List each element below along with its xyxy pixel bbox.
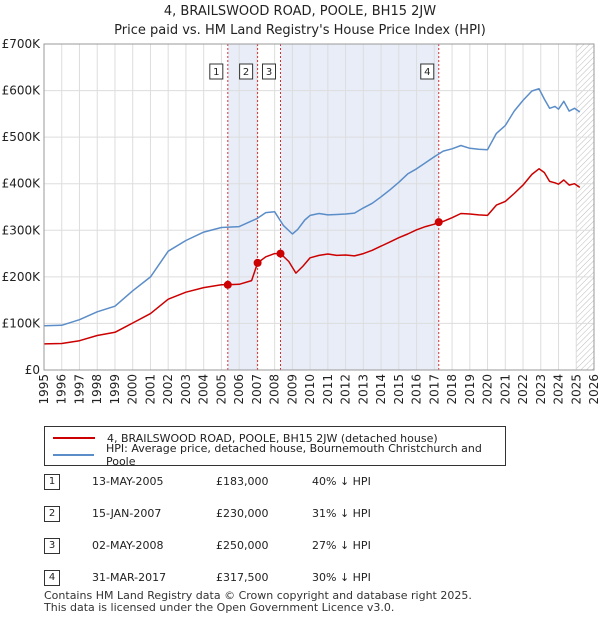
sale-number-badge: 3 [44,538,60,554]
sale-annotation-label: 4 [420,63,435,80]
x-tick-label: 2014 [374,374,388,405]
property-series-line [43,168,581,345]
x-tick-label: 2015 [392,374,406,405]
sale-price: £183,000 [216,475,269,488]
x-tick-label: 2021 [498,374,512,405]
footer-line-1: Contains HM Land Registry data © Crown c… [44,589,472,602]
x-tick-label: 2009 [285,374,299,405]
shaded-period [280,44,439,370]
sale-number-badge: 1 [44,474,60,490]
sale-price: £317,500 [216,571,269,584]
legend: 4, BRAILSWOOD ROAD, POOLE, BH15 2JW (det… [44,426,506,468]
x-tick-label: 1999 [108,374,122,405]
y-tick-label: £600K [2,84,42,98]
plot-frame [43,43,595,371]
sale-annotation-label: 3 [262,63,276,80]
x-tick-label: 1995 [37,374,51,405]
sale-point [434,218,443,227]
x-tick-label: 2001 [143,374,157,405]
y-tick-label: £500K [2,130,42,144]
sale-date: 02-MAY-2008 [92,539,164,552]
x-tick-label: 2016 [410,374,424,405]
y-tick-label: £400K [2,177,42,191]
sale-row: 4 31-MAR-2017 £317,500 30% ↓ HPI [44,570,444,588]
annotation-box [239,63,254,80]
x-tick-label: 2018 [445,374,459,405]
sale-number-badge: 4 [44,570,60,586]
annotation-number: 4 [424,67,430,78]
x-tick-label: 2020 [481,374,495,405]
shaded-period [227,44,258,370]
x-tick-label: 2012 [339,374,353,405]
x-tick-label: 1997 [72,374,86,405]
x-tick-label: 2006 [232,374,246,405]
x-tick-label: 2023 [534,374,548,405]
x-tick-label: 2003 [179,374,193,405]
annotation-number: 1 [213,67,219,78]
x-tick-label: 2004 [197,374,211,405]
sale-row: 1 13-MAY-2005 £183,000 40% ↓ HPI [44,474,444,492]
x-tick-label: 2000 [126,374,140,405]
sale-point [276,249,285,258]
x-tick-label: 2005 [214,374,228,405]
sale-row: 3 02-MAY-2008 £250,000 27% ↓ HPI [44,538,444,556]
x-tick-label: 1996 [55,374,69,405]
x-tick-label: 2013 [356,374,370,405]
x-tick-label: 2007 [250,374,264,405]
legend-swatch-property [53,437,95,439]
sale-hpi-diff: 31% ↓ HPI [312,507,371,520]
y-tick-label: £700K [2,37,42,51]
price-chart: 1 2 3 4 £0 £100K £200K £300K £400K £500K £600K £700… [2,37,600,405]
annotation-box [262,63,276,80]
legend-item-property: 4, BRAILSWOOD ROAD, POOLE, BH15 2JW (det… [53,430,438,446]
y-tick-label: £300K [2,223,42,237]
legend-swatch-hpi [53,454,94,456]
legend-label-hpi: HPI: Average price, detached house, Bour… [105,442,482,468]
x-tick-label: 1998 [90,374,104,405]
x-tick-label: 2019 [463,374,477,405]
sale-hpi-diff: 40% ↓ HPI [312,475,371,488]
footer-line-2: This data is licensed under the Open Gov… [44,601,395,614]
x-tick-label: 2025 [569,374,583,405]
y-tick-label: £100K [2,316,42,330]
x-tick-label: 2026 [587,374,600,405]
sale-price: £250,000 [216,539,269,552]
chart-subtitle: Price paid vs. HM Land Registry's House … [114,23,486,38]
sale-hpi-diff: 27% ↓ HPI [312,539,371,552]
sale-price: £230,000 [216,507,269,520]
x-tick-label: 2017 [427,374,441,405]
sale-annotation-label: 1 [209,63,224,80]
x-tick-label: 2022 [516,374,530,405]
sale-number-badge: 2 [44,506,60,522]
x-tick-label: 2002 [161,374,175,405]
x-tick-label: 2008 [268,374,282,405]
sale-date: 13-MAY-2005 [92,475,164,488]
legend-item-hpi: HPI: Average price, detached house, Bour… [53,442,505,468]
sale-annotation-label: 2 [239,63,254,80]
y-tick-label: £0 [25,363,40,377]
sale-row: 2 15-JAN-2007 £230,000 31% ↓ HPI [44,506,444,524]
footer-attribution: Contains HM Land Registry data © Crown c… [44,590,472,614]
x-tick-label: 2010 [303,374,317,405]
sale-point [223,280,232,289]
sale-date: 15-JAN-2007 [92,507,162,520]
annotation-number: 2 [243,67,249,78]
x-tick-label: 2011 [321,374,335,405]
annotation-box [420,63,435,80]
sale-point [253,258,262,267]
annotation-number: 3 [266,67,272,78]
sale-date: 31-MAR-2017 [92,571,167,584]
annotation-box [209,63,224,80]
x-tick-label: 2024 [552,374,566,405]
legend-label-property: 4, BRAILSWOOD ROAD, POOLE, BH15 2JW (det… [107,431,438,445]
forecast-region [576,44,594,370]
sale-hpi-diff: 30% ↓ HPI [312,571,371,584]
hpi-series-line [43,87,581,327]
y-tick-label: £200K [2,270,42,284]
chart-title: 4, BRAILSWOOD ROAD, POOLE, BH15 2JW [163,4,437,19]
